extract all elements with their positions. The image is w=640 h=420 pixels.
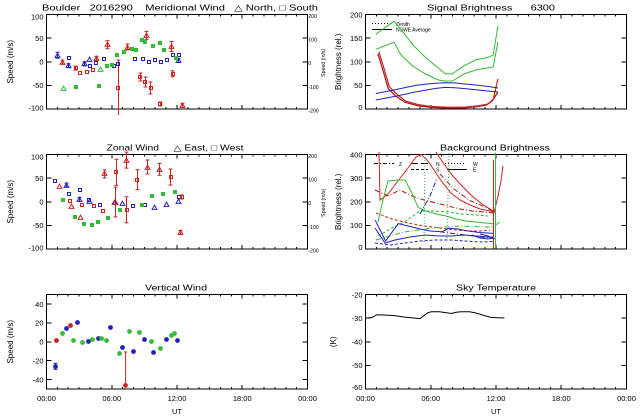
svg-text:18:00: 18:00 bbox=[233, 394, 252, 403]
svg-text:-100: -100 bbox=[308, 85, 318, 91]
svg-text:0: 0 bbox=[39, 58, 43, 67]
svg-text:-20: -20 bbox=[33, 356, 44, 365]
svg-text:Speed (m/s): Speed (m/s) bbox=[6, 320, 15, 364]
svg-text:40: 40 bbox=[35, 300, 43, 309]
svg-text:NSWE Average: NSWE Average bbox=[396, 28, 431, 34]
svg-text:100: 100 bbox=[308, 38, 317, 44]
svg-text:12:00: 12:00 bbox=[168, 394, 187, 403]
svg-text:N: N bbox=[436, 162, 440, 168]
svg-text:00:00: 00:00 bbox=[298, 394, 317, 403]
svg-text:-40: -40 bbox=[352, 338, 363, 347]
svg-text:-100: -100 bbox=[308, 225, 318, 231]
svg-text:Background Brightness: Background Brightness bbox=[440, 144, 550, 153]
svg-text:-200: -200 bbox=[308, 248, 318, 254]
svg-text:S: S bbox=[436, 168, 440, 174]
svg-text:300: 300 bbox=[350, 174, 363, 183]
svg-text:-60: -60 bbox=[352, 383, 363, 392]
svg-text:Z: Z bbox=[399, 162, 402, 168]
svg-text:12:00: 12:00 bbox=[487, 394, 506, 403]
svg-text:20: 20 bbox=[35, 319, 43, 328]
svg-text:Signal Brightness 6300: Signal Brightness 6300 bbox=[427, 4, 556, 13]
svg-text:0: 0 bbox=[39, 198, 43, 207]
svg-text:-100: -100 bbox=[28, 104, 43, 113]
svg-text:Speed (m/s): Speed (m/s) bbox=[321, 48, 327, 77]
svg-text:Speed (m/s): Speed (m/s) bbox=[321, 188, 327, 217]
svg-text:06:00: 06:00 bbox=[102, 394, 121, 403]
svg-text:200: 200 bbox=[350, 11, 363, 20]
svg-text:00:00: 00:00 bbox=[617, 394, 636, 403]
svg-text:0: 0 bbox=[308, 201, 311, 207]
svg-text:-200: -200 bbox=[308, 108, 318, 114]
svg-text:-100: -100 bbox=[28, 244, 43, 253]
svg-text:Sky Temperature: Sky Temperature bbox=[456, 284, 537, 293]
svg-text:-30: -30 bbox=[352, 314, 363, 323]
svg-text:18:00: 18:00 bbox=[552, 394, 571, 403]
svg-text:-50: -50 bbox=[33, 221, 44, 230]
svg-text:-20: -20 bbox=[352, 291, 363, 300]
svg-text:100: 100 bbox=[31, 13, 44, 22]
svg-text:50: 50 bbox=[354, 81, 362, 90]
svg-text:00:00: 00:00 bbox=[37, 394, 56, 403]
svg-text:06:00: 06:00 bbox=[421, 394, 440, 403]
svg-text:Brightness (rel.): Brightness (rel.) bbox=[334, 173, 343, 230]
svg-text:E: E bbox=[473, 168, 477, 174]
svg-text:-40: -40 bbox=[33, 375, 44, 384]
svg-text:Boulder 2016290 Meridiona: Boulder 2016290 Meridional Wind △ North,… bbox=[42, 4, 318, 13]
svg-text:Vertical Wind: Vertical Wind bbox=[145, 284, 207, 293]
svg-text:0: 0 bbox=[308, 61, 311, 67]
svg-text:0: 0 bbox=[358, 103, 362, 112]
svg-text:W: W bbox=[473, 162, 478, 168]
svg-text:00:00: 00:00 bbox=[356, 394, 375, 403]
svg-text:100: 100 bbox=[31, 153, 44, 162]
svg-text:150: 150 bbox=[350, 34, 363, 43]
svg-text:200: 200 bbox=[308, 14, 317, 20]
svg-text:50: 50 bbox=[35, 34, 43, 43]
svg-text:50: 50 bbox=[35, 174, 43, 183]
svg-text:100: 100 bbox=[350, 58, 363, 67]
svg-text:Speed (m/s): Speed (m/s) bbox=[6, 180, 15, 224]
svg-text:(K): (K) bbox=[329, 336, 338, 347]
svg-text:Speed (m/s): Speed (m/s) bbox=[6, 40, 15, 84]
svg-text:-50: -50 bbox=[352, 361, 363, 370]
svg-text:100: 100 bbox=[308, 178, 317, 184]
svg-text:200: 200 bbox=[308, 154, 317, 160]
svg-text:100: 100 bbox=[350, 221, 363, 230]
svg-text:0: 0 bbox=[39, 338, 43, 347]
svg-text:Brightness (rel.): Brightness (rel.) bbox=[334, 33, 343, 90]
svg-text:0: 0 bbox=[358, 243, 362, 252]
svg-text:UT: UT bbox=[172, 407, 182, 416]
svg-text:Zonal Wind △ East, □ West: Zonal Wind △ East, □ West bbox=[107, 144, 245, 153]
svg-text:200: 200 bbox=[350, 198, 363, 207]
svg-text:400: 400 bbox=[350, 151, 363, 160]
svg-text:-50: -50 bbox=[33, 81, 44, 90]
svg-text:Zenith: Zenith bbox=[396, 22, 410, 28]
svg-text:UT: UT bbox=[491, 407, 501, 416]
